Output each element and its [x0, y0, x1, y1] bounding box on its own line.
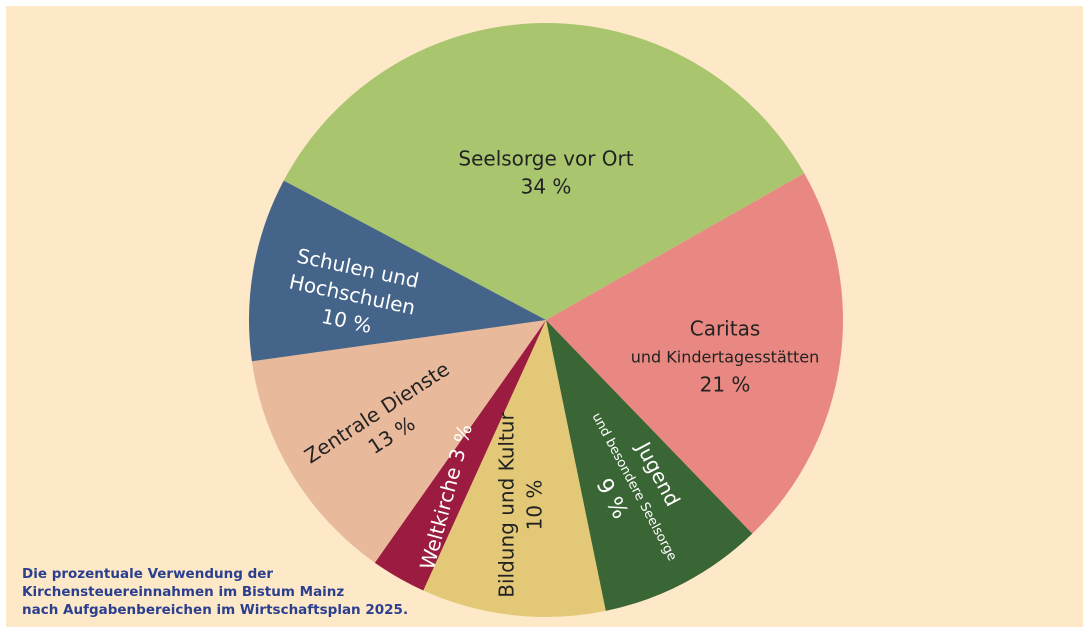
value-label: 10 % — [523, 480, 547, 531]
value-label: 34 % — [521, 175, 572, 199]
category-label: Bildung und Kultur — [495, 412, 519, 598]
value-label: 21 % — [700, 373, 751, 397]
pie-slice — [546, 320, 753, 611]
pie-slice — [283, 23, 805, 321]
slice-label: Bildung und Kultur 10 % — [495, 412, 547, 598]
slice-label: Caritas und Kindertagesstätten 21 % — [631, 317, 820, 397]
chart-title: Die prozentuale Verwendung der — [22, 566, 273, 582]
category-label: Caritas — [690, 317, 761, 341]
category-label: und Kindertagesstätten — [631, 348, 820, 367]
chart-title: Kirchensteuereinnahmen im Bistum Mainz — [22, 584, 344, 600]
pie-slice — [251, 320, 546, 563]
category-label: Seelsorge vor Ort — [458, 147, 633, 171]
pie-slice — [374, 320, 546, 591]
slice-label: Seelsorge vor Ort 34 % — [458, 147, 633, 199]
pie-slice — [423, 320, 606, 617]
pie-slice — [249, 180, 546, 362]
pie-slice — [546, 173, 843, 534]
chart-title: nach Aufgabenbereichen im Wirtschaftspla… — [22, 602, 408, 618]
